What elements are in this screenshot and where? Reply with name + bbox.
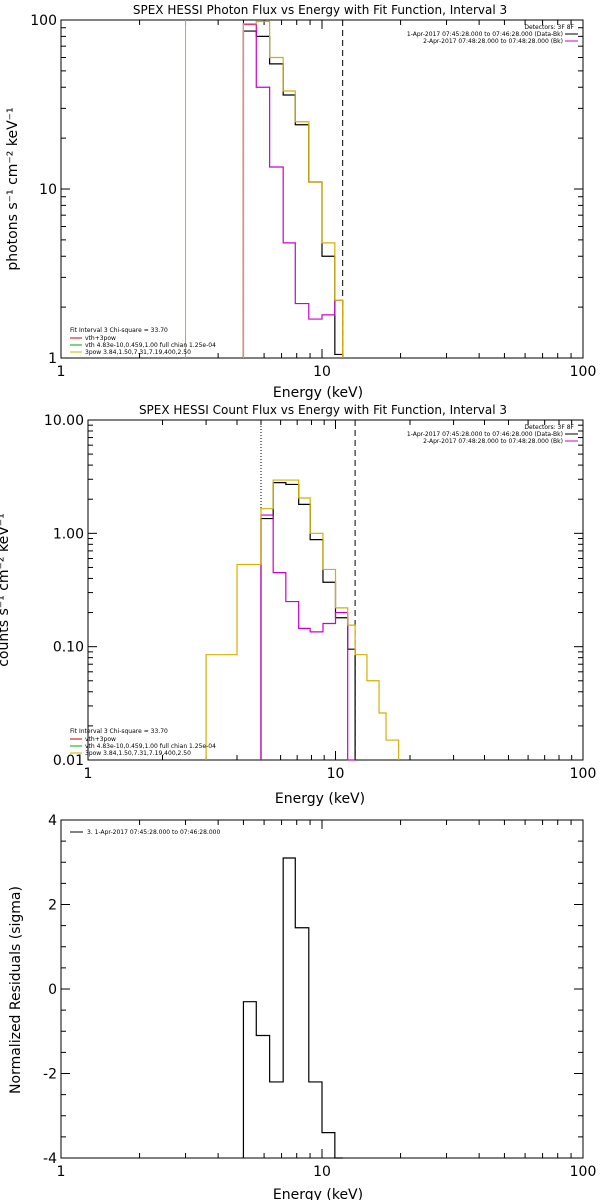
x-tick-label: 1 <box>57 1164 66 1180</box>
y-tick-label: 2 <box>48 898 57 914</box>
series-line-0 <box>242 857 343 1159</box>
legend-1b-entry-1: vth 4.83e-10,0.459,1.00 full chian 1.25e… <box>85 342 216 349</box>
y-tick-label: 0 <box>48 982 57 998</box>
series-line-2 <box>242 20 344 358</box>
y-tick-label: 0.01 <box>53 753 84 769</box>
legend-1-entry-1: 2-Apr-2017 07:48:28.000 to 07:48:28.000 … <box>423 38 563 45</box>
legend-1-entry-0: 1-Apr-2017 07:45:28.000 to 07:46:28.000 … <box>407 31 563 38</box>
legend-1-header: Detectors: 3F 8F <box>524 24 574 31</box>
x-tick-label: 10 <box>327 766 345 782</box>
legend-2b-entry-2: 3pow 3.84,1.50,7.31,7.19,400,2.50 <box>85 750 191 757</box>
panel-2-legend-bottom-left: Fit Interval 3 Chi-square = 33.70 vth+3p… <box>70 728 216 757</box>
x-tick-label: 10 <box>313 1164 331 1180</box>
panel-1-legend-bottom-left: Fit Interval 3 Chi-square = 33.70 vth+3p… <box>70 327 216 356</box>
panel-1-legend-top-right: Detectors: 3F 8F 1-Apr-2017 07:45:28.000… <box>407 24 578 45</box>
series-line-1 <box>260 514 356 761</box>
y-tick-label: 1.00 <box>53 526 84 542</box>
y-tick-label: 0.10 <box>53 640 84 656</box>
x-tick-label: 100 <box>570 766 597 782</box>
y-tick-label: 4 <box>48 813 57 829</box>
panel-2-range-lines <box>260 420 356 760</box>
panel-3-axes: 1 10 100 -4 -2 0 2 4 <box>43 813 596 1180</box>
x-tick-label: 1 <box>84 766 93 782</box>
legend-1b-entry-2: 3pow 3.84,1.50,7.31,7.19,400,2.50 <box>85 349 191 356</box>
panel-2-xlabel: Energy (keV) <box>275 791 365 807</box>
legend-3-entry-0: 3. 1-Apr-2017 07:45:28.000 to 07:46:28.0… <box>87 829 220 836</box>
series-line-0 <box>260 482 356 760</box>
panel-2-ylabel: counts s⁻¹ cm⁻² keV⁻¹ <box>0 513 12 667</box>
y-tick-label: 100 <box>30 13 57 29</box>
panel-2-series <box>205 479 400 761</box>
panel-3-series <box>242 857 343 1159</box>
panel-2-axes: 1 10 100 0.01 0.10 1.00 10.00 <box>44 413 596 782</box>
y-tick-label: 10 <box>39 182 57 198</box>
legend-2b-header: Fit Interval 3 Chi-square = 33.70 <box>70 728 168 735</box>
y-tick-label: 10.00 <box>44 413 84 429</box>
legend-2-entry-1: 2-Apr-2017 07:48:28.000 to 07:48:28.000 … <box>423 438 563 445</box>
legend-1b-entry-0: vth+3pow <box>85 335 116 342</box>
legend-2b-entry-1: vth 4.83e-10,0.459,1.00 full chian 1.25e… <box>85 743 216 750</box>
x-tick-label: 1 <box>57 364 66 380</box>
panel-1-range-lines <box>185 20 344 358</box>
panel-1-title: SPEX HESSI Photon Flux vs Energy with Fi… <box>133 3 507 17</box>
x-tick-label: 100 <box>570 364 597 380</box>
x-tick-label: 100 <box>570 1164 597 1180</box>
panel-3-ylabel: Normalized Residuals (sigma) <box>8 886 24 1094</box>
count-flux-panel: SPEX HESSI Count Flux vs Energy with Fit… <box>0 403 596 807</box>
series-line-1 <box>242 23 344 358</box>
panel-1-axes: 1 10 100 1 10 100 <box>30 13 596 380</box>
photon-flux-panel: SPEX HESSI Photon Flux vs Energy with Fi… <box>5 3 596 401</box>
legend-2b-entry-0: vth+3pow <box>85 736 116 743</box>
residuals-panel: 1 10 100 -4 -2 0 2 4 Normalized Residuals (sigm… <box>8 813 596 1200</box>
panel-1-xlabel: Energy (keV) <box>273 385 363 401</box>
y-tick-label: 1 <box>48 351 57 367</box>
series-line-0 <box>242 30 344 358</box>
panel-1-ylabel: photons s⁻¹ cm⁻² keV⁻¹ <box>5 107 21 270</box>
panel-2-title: SPEX HESSI Count Flux vs Energy with Fit… <box>139 403 507 417</box>
x-tick-label: 10 <box>313 364 331 380</box>
legend-2-entry-0: 1-Apr-2017 07:45:28.000 to 07:46:28.000 … <box>407 431 563 438</box>
panel-3-xlabel: Energy (keV) <box>273 1187 363 1200</box>
panel-2-legend-top-right: Detectors: 3F 8F 1-Apr-2017 07:45:28.000… <box>407 424 578 445</box>
y-tick-label: -4 <box>43 1151 57 1167</box>
panel-1-series <box>242 20 344 358</box>
y-tick-label: -2 <box>43 1067 57 1083</box>
legend-1b-header: Fit Interval 3 Chi-square = 33.70 <box>70 327 168 334</box>
series-line-2 <box>205 479 400 760</box>
panel-3-legend: 3. 1-Apr-2017 07:45:28.000 to 07:46:28.0… <box>70 829 220 836</box>
legend-2-header: Detectors: 3F 8F <box>524 424 574 431</box>
